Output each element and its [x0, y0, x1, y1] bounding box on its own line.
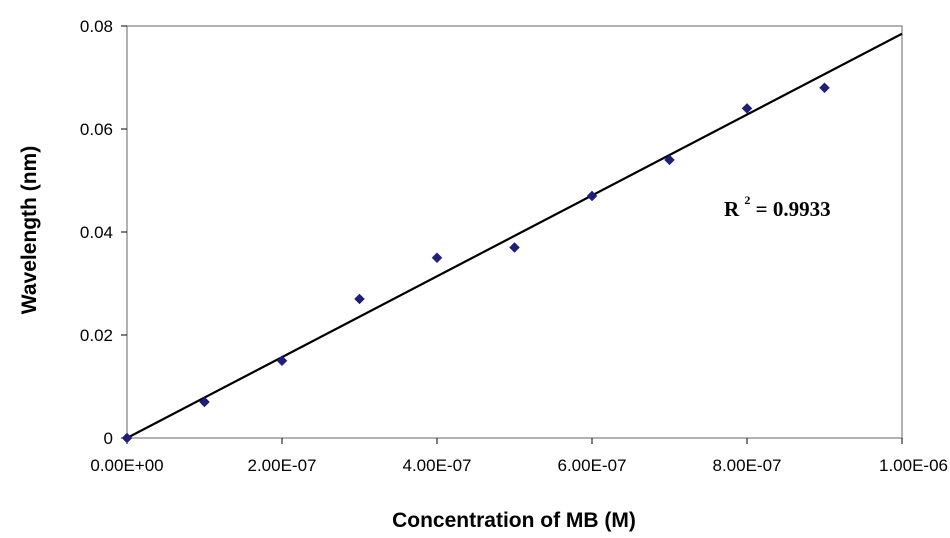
data-point: [354, 293, 365, 305]
data-point: [509, 242, 520, 253]
data-point: [741, 103, 753, 114]
x-tick-label: 6.00E-07: [558, 456, 627, 475]
y-tick-label: 0: [104, 429, 113, 448]
trendline-group: [126, 32, 903, 439]
x-axis-ticks: 0.00E+00 2.00E-07 4.00E-07 6.00E-07 8.00E-07…: [90, 438, 948, 475]
x-axis-title: Concentration of MB (M): [392, 509, 636, 532]
r-squared-value: = 0.9933: [756, 197, 831, 221]
y-tick-label: 0.06: [80, 120, 113, 139]
data-point: [431, 252, 443, 264]
r-squared-exponent: 2: [744, 193, 750, 207]
data-point: [586, 190, 598, 202]
data-point: [276, 355, 288, 367]
y-tick-label: 0.08: [80, 17, 113, 36]
y-axis-title: Wavelength (nm): [18, 146, 41, 314]
x-tick-label: 0.00E+00: [90, 456, 163, 475]
x-tick-label: 4.00E-07: [403, 456, 472, 475]
y-tick-label: 0.04: [80, 223, 113, 242]
x-tick-label: 2.00E-07: [248, 456, 317, 475]
linear-trendline: [126, 32, 903, 439]
data-point: [664, 154, 675, 166]
data-point: [819, 82, 830, 94]
data-point: [121, 432, 133, 444]
x-tick-label: 8.00E-07: [713, 456, 782, 475]
y-axis-ticks: 0 0.02 0.04 0.06 0.08: [80, 17, 127, 448]
r-squared-annotation: R 2 = 0.9933: [724, 185, 831, 221]
r-squared-prefix: R: [724, 197, 740, 221]
data-point: [199, 396, 210, 408]
y-tick-label: 0.02: [80, 326, 113, 345]
x-tick-label: 1.00E-06: [879, 456, 948, 475]
data-points: [121, 82, 830, 444]
